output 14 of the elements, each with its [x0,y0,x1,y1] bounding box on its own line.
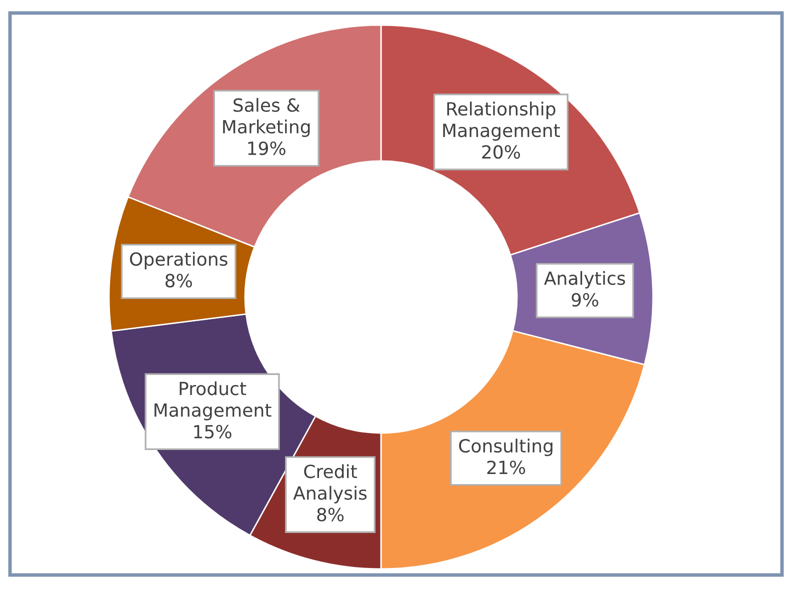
slice-label: Relationship Management [443,102,560,141]
data-label: 19% [248,141,286,156]
slice-label: Sales & Marketing [223,98,310,138]
data-label: 15% [194,424,232,438]
data-label: 21% [487,460,526,474]
slice-label: Product Management [154,381,272,420]
slice-label: Credit Analysis [293,464,367,504]
slice-label: Consulting [459,438,552,456]
data-label: 8% [166,274,192,288]
data-label: 8% [317,508,344,522]
slice-label: Operations [130,252,228,270]
data-label: 20% [482,145,520,159]
slice-label: Analytics [544,271,626,289]
data-label: 9% [572,292,598,307]
